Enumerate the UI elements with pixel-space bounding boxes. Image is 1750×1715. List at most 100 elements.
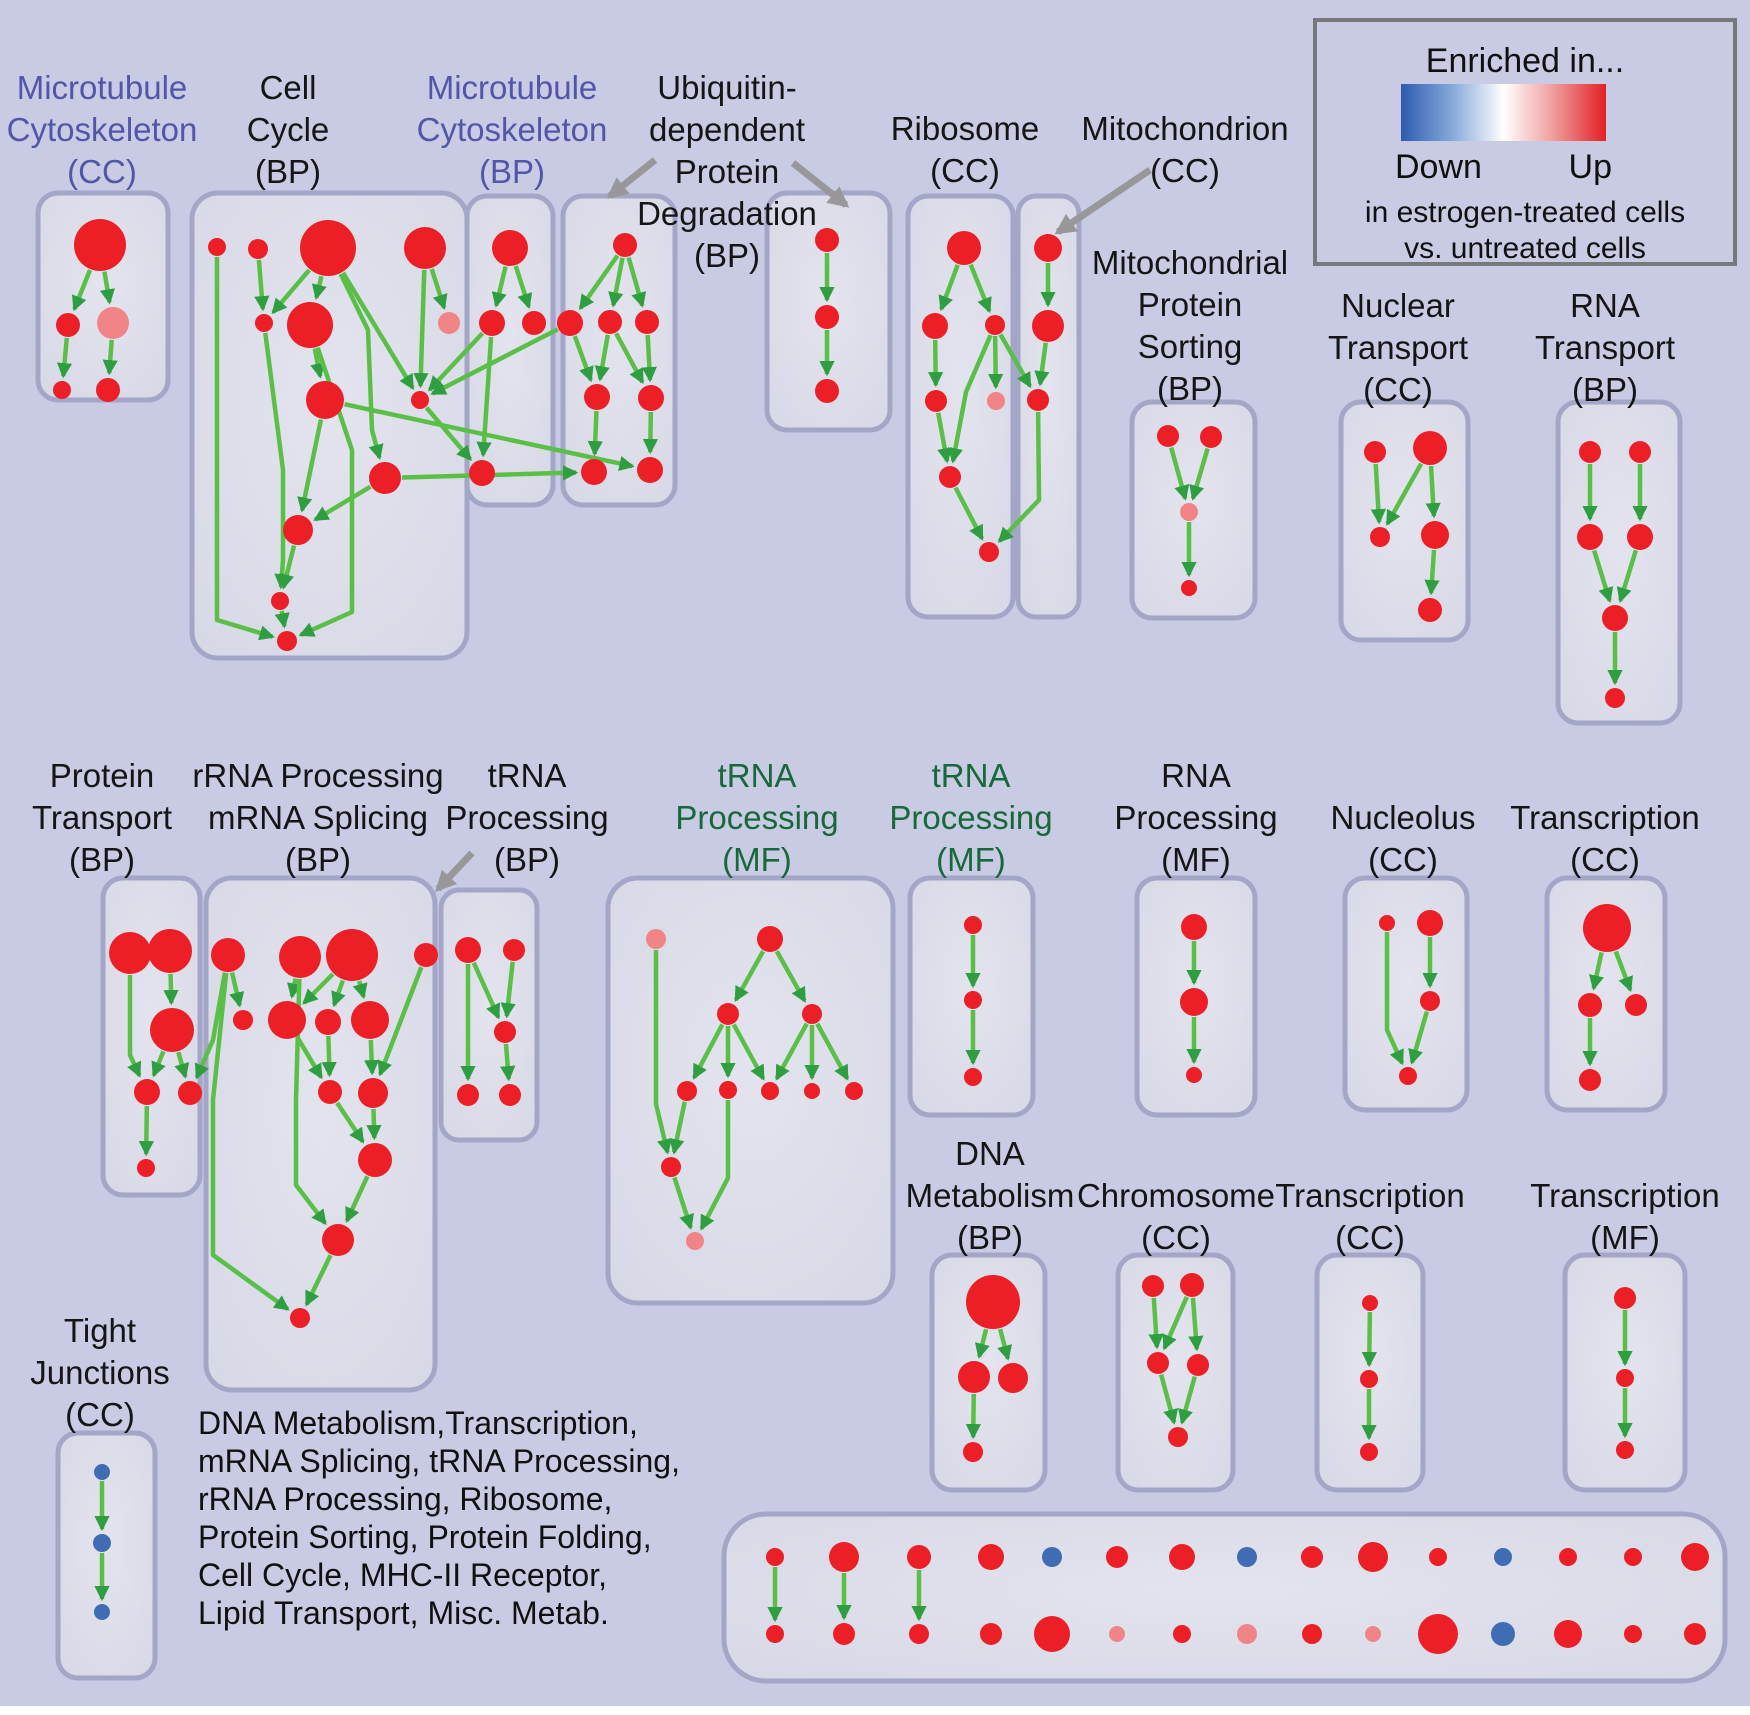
node-mixed-strip-9 (1358, 1542, 1388, 1572)
edge-rrna-processing-mrna-splicing-bp-10 (366, 1108, 382, 1141)
edge-ribosome-cc-1 (968, 263, 992, 314)
edge-chromosome-cc-3 (1158, 1373, 1179, 1425)
edge-trna-processing-mf-1-1 (774, 950, 807, 1003)
edge-chromosome-cc-1 (1162, 1296, 1189, 1351)
node-trna-processing-mf-2-2 (964, 1068, 982, 1086)
edge-nuclear-transport-cc-1 (1385, 462, 1424, 526)
edge-rna-transport-bp-3 (1616, 549, 1639, 603)
node-mixed-strip-23 (1302, 1624, 1322, 1644)
annotation-arrow-1 (606, 157, 658, 199)
annotation-arrow-3 (1054, 167, 1152, 235)
edge-rrna-processing-mrna-splicing-bp-9 (335, 1101, 365, 1144)
node-rrna-processing-mrna-splicing-bp-8 (318, 1080, 342, 1104)
node-microtubule-cytoskeleton-bp-2 (522, 311, 546, 335)
cross-edge-7 (997, 411, 1042, 543)
edge-cell-cycle-bp-11 (297, 419, 324, 513)
node-rna-processing-mf-2 (1186, 1067, 1202, 1083)
node-mitochondrion-cc-1 (1032, 310, 1064, 342)
node-protein-transport-bp-0 (109, 932, 151, 974)
node-mitochondrial-protein-sorting-bp-1 (1200, 426, 1222, 448)
node-ribosome-cc-4 (987, 392, 1005, 410)
edge-rrna-processing-mrna-splicing-bp-8 (364, 1039, 380, 1076)
edge-chromosome-cc-2 (1188, 1297, 1204, 1352)
cross-edge-5 (194, 972, 228, 1080)
node-dna-metabolism-bp-3 (963, 1442, 983, 1462)
node-rna-transport-bp-2 (1577, 524, 1603, 550)
edge-trna-processing-mf-1-9 (669, 1101, 687, 1155)
node-tight-junctions-cc-1 (93, 1534, 111, 1552)
node-transcription-mf-0 (1614, 1287, 1636, 1309)
edge-rrna-processing-mrna-splicing-bp-12 (304, 1254, 333, 1307)
node-transcription-cc-bottom-2 (1360, 1443, 1378, 1461)
edge-cell-cycle-bp-0 (214, 257, 275, 641)
node-nucleolus-cc-0 (1379, 915, 1395, 931)
node-rrna-processing-mrna-splicing-bp-0 (211, 938, 245, 972)
edge-microtubule-cytoskeleton-cc-3 (102, 339, 118, 376)
node-rrna-processing-mrna-splicing-bp-1 (279, 936, 321, 978)
node-ubiquitin-degradation-bp-1-0 (613, 233, 637, 257)
node-mitochondrion-cc-2 (1027, 389, 1049, 411)
cross-edge-2 (424, 406, 473, 462)
node-rrna-processing-mrna-splicing-bp-12 (290, 1308, 310, 1328)
node-transcription-cc-mid-0 (1583, 904, 1631, 952)
node-mixed-strip-16 (833, 1623, 855, 1645)
node-mixed-strip-12 (1559, 1548, 1577, 1566)
edge-rrna-processing-mrna-splicing-bp-2 (302, 972, 335, 1005)
node-ubiquitin-degradation-bp-2-2 (815, 379, 839, 403)
node-trna-processing-mf-1-0 (646, 929, 666, 949)
node-rrna-processing-mrna-splicing-bp-2 (326, 929, 378, 981)
edge-microtubule-cytoskeleton-cc-1 (99, 271, 115, 305)
cross-edge-1 (427, 331, 485, 392)
node-protein-transport-bp-4 (178, 1081, 202, 1105)
edge-rrna-processing-mrna-splicing-bp-5 (377, 966, 424, 1077)
node-trna-processing-mf-1-5 (719, 1081, 737, 1099)
edge-cell-cycle-bp-2 (271, 268, 311, 315)
edge-cell-cycle-bp-13 (279, 544, 297, 590)
node-transcription-cc-mid-1 (1578, 993, 1602, 1017)
edge-rrna-processing-mrna-splicing-bp-0 (229, 972, 245, 1008)
edge-transcription-cc-mid-0 (1588, 951, 1604, 991)
node-transcription-cc-bottom-0 (1362, 1295, 1378, 1311)
cluster-box-trna-processing-bp (438, 887, 540, 1143)
edge-trna-processing-mf-1-11 (672, 1176, 694, 1230)
edge-protein-transport-bp-2 (151, 1050, 166, 1078)
node-dna-metabolism-bp-2 (998, 1363, 1028, 1393)
node-microtubule-cytoskeleton-bp-1 (479, 310, 505, 336)
node-microtubule-cytoskeleton-cc-1 (56, 313, 80, 337)
edge-dna-metabolism-bp-0 (974, 1328, 990, 1359)
node-rna-transport-bp-4 (1602, 605, 1628, 631)
edge-protein-transport-bp-3 (174, 1051, 190, 1079)
node-mixed-strip-3 (978, 1544, 1004, 1570)
edge-microtubule-cytoskeleton-cc-2 (56, 337, 73, 379)
cluster-box-nuclear-transport-cc (1338, 399, 1471, 643)
node-ubiquitin-degradation-bp-1-2 (598, 310, 622, 334)
node-tight-junctions-cc-0 (94, 1464, 110, 1480)
node-rna-transport-bp-5 (1605, 688, 1625, 708)
node-cell-cycle-bp-2 (300, 220, 356, 276)
legend-scale-labels: Down Up (1395, 148, 1612, 187)
edge-cell-cycle-bp-6 (429, 268, 448, 310)
node-rna-transport-bp-3 (1627, 524, 1653, 550)
edge-ubiquitin-degradation-bp-1-8 (642, 411, 659, 455)
legend-title: Enriched in... (1425, 42, 1625, 80)
node-ubiquitin-degradation-bp-1-3 (635, 310, 659, 334)
node-protein-transport-bp-5 (137, 1159, 155, 1177)
edge-trna-processing-mf-1-0 (733, 950, 766, 1003)
node-trna-processing-mf-1-6 (761, 1082, 779, 1100)
edge-chromosome-cc-0 (1148, 1297, 1164, 1350)
edge-mitochondrial-protein-sorting-bp-1 (1189, 447, 1210, 501)
edge-cell-cycle-bp-5 (338, 273, 384, 460)
node-mixed-strip-26 (1491, 1622, 1515, 1646)
node-chromosome-cc-2 (1147, 1352, 1169, 1374)
edge-mitochondrial-protein-sorting-bp-0 (1169, 446, 1190, 501)
node-transcription-mf-1 (1616, 1369, 1634, 1387)
node-protein-transport-bp-1 (148, 929, 192, 973)
edge-cell-cycle-bp-1 (254, 259, 270, 312)
node-ribosome-cc-3 (925, 390, 947, 412)
annotation-arrow-4 (435, 850, 475, 893)
edge-protein-transport-bp-4 (138, 1105, 155, 1157)
node-cell-cycle-bp-8 (411, 391, 429, 409)
edge-rrna-processing-mrna-splicing-bp-4 (352, 980, 368, 1000)
node-nucleolus-cc-2 (1420, 991, 1440, 1011)
